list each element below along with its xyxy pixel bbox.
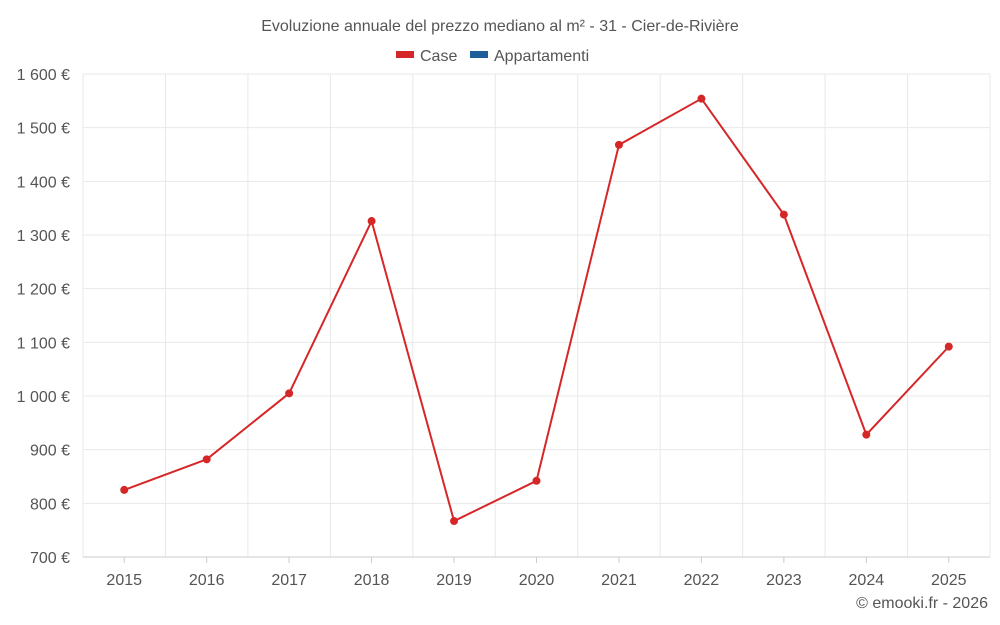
- data-point[interactable]: [532, 476, 541, 485]
- data-point[interactable]: [944, 342, 953, 351]
- data-point[interactable]: [697, 94, 706, 103]
- x-tick-label: 2015: [106, 572, 142, 589]
- x-tick-label: 2025: [931, 572, 967, 589]
- x-tick-label: 2020: [519, 572, 555, 589]
- data-point[interactable]: [779, 210, 788, 219]
- y-tick-label: 900 €: [30, 443, 70, 460]
- x-tick-label: 2023: [766, 572, 802, 589]
- data-point[interactable]: [862, 430, 871, 439]
- data-point[interactable]: [614, 140, 623, 149]
- x-tick-label: 2016: [189, 572, 225, 589]
- y-tick-label: 700 €: [30, 550, 70, 567]
- data-point[interactable]: [367, 217, 376, 226]
- y-tick-label: 1 000 €: [17, 389, 70, 406]
- legend-swatch-2: [470, 51, 488, 58]
- y-tick-label: 1 600 €: [17, 67, 70, 84]
- legend: Case Appartamenti: [396, 48, 589, 65]
- y-tick-label: 1 400 €: [17, 174, 70, 191]
- chart-title: Evoluzione annuale del prezzo mediano al…: [261, 18, 739, 35]
- series: [120, 94, 953, 526]
- data-point[interactable]: [285, 389, 294, 398]
- y-tick-label: 1 200 €: [17, 282, 70, 299]
- x-tick-label: 2019: [436, 572, 472, 589]
- x-tick-label: 2022: [684, 572, 720, 589]
- y-tick-label: 1 300 €: [17, 228, 70, 245]
- y-axis: 700 € 800 € 900 € 1 000 € 1 100 € 1 200 € 1 30…: [17, 67, 70, 567]
- legend-label-1[interactable]: Case: [420, 48, 457, 65]
- x-axis: 2015 2016 2017 2018 2019 2020 2021 2022 2023 2024…: [83, 556, 990, 589]
- x-tick-label: 2017: [271, 572, 307, 589]
- x-tick-label: 2024: [849, 572, 885, 589]
- x-tick-label: 2018: [354, 572, 390, 589]
- credit: © emooki.fr - 2026: [856, 595, 988, 612]
- y-tick-label: 1 100 €: [17, 335, 70, 352]
- data-point[interactable]: [202, 455, 211, 464]
- legend-label-2[interactable]: Appartamenti: [494, 48, 589, 65]
- x-tick-label: 2021: [601, 572, 637, 589]
- y-tick-label: 1 500 €: [17, 121, 70, 138]
- data-point[interactable]: [120, 485, 129, 494]
- y-tick-label: 800 €: [30, 496, 70, 513]
- legend-swatch-1: [396, 51, 414, 58]
- data-point[interactable]: [450, 517, 459, 526]
- grid: [82, 73, 991, 558]
